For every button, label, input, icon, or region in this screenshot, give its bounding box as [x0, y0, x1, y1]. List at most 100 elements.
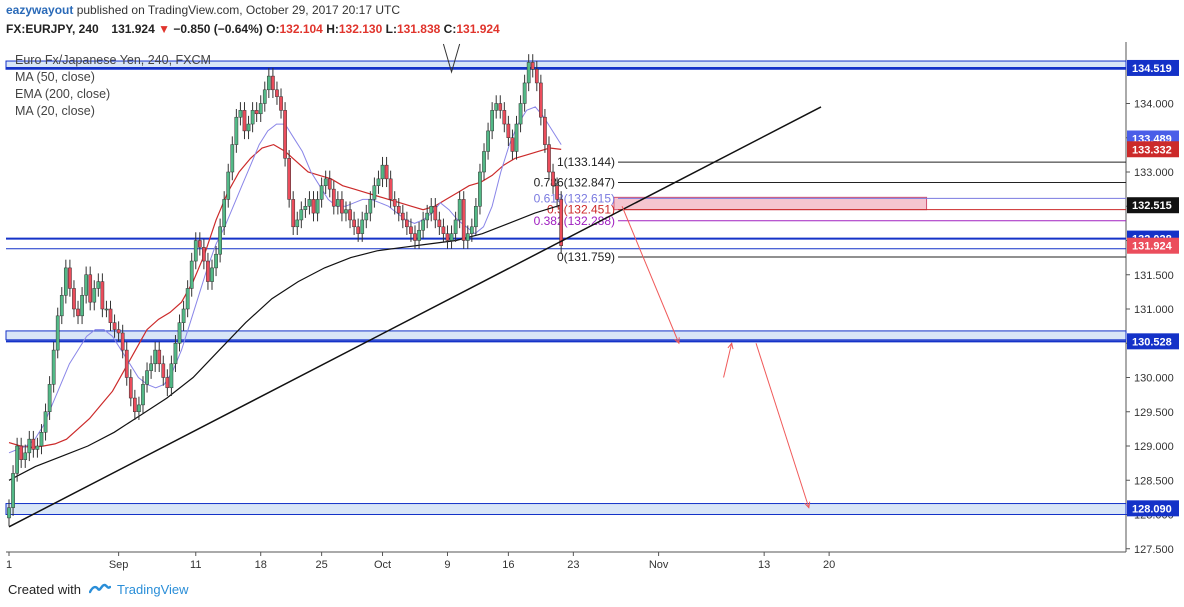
candle-body[interactable]: [137, 404, 141, 412]
candle-body[interactable]: [185, 288, 190, 310]
candle-body[interactable]: [88, 274, 93, 303]
trendline[interactable]: [8, 106, 822, 528]
candle-body[interactable]: [319, 185, 324, 200]
candle-body[interactable]: [498, 103, 503, 111]
candle-body[interactable]: [169, 363, 174, 389]
candle-body[interactable]: [124, 349, 129, 378]
candle-body[interactable]: [165, 377, 170, 389]
candle-body[interactable]: [218, 226, 222, 255]
candle-body[interactable]: [490, 110, 494, 132]
candle-body[interactable]: [133, 397, 137, 412]
candle-body[interactable]: [7, 507, 11, 519]
candle-body[interactable]: [262, 89, 267, 104]
candle-body[interactable]: [206, 260, 210, 282]
candle-body[interactable]: [149, 363, 153, 371]
candle-body[interactable]: [96, 281, 101, 289]
candle-body[interactable]: [356, 226, 361, 234]
candle-body[interactable]: [181, 308, 186, 323]
candle-body[interactable]: [275, 89, 279, 97]
projection-arrow[interactable]: [621, 206, 680, 344]
projection-arrow[interactable]: [755, 343, 810, 508]
candle-body[interactable]: [502, 110, 507, 125]
candle-body[interactable]: [72, 288, 76, 310]
candle-body[interactable]: [141, 384, 145, 406]
candle-body[interactable]: [482, 151, 486, 173]
candle-body[interactable]: [39, 432, 44, 447]
candle-body[interactable]: [348, 209, 352, 221]
candle-body[interactable]: [283, 110, 287, 159]
candle-body[interactable]: [344, 209, 348, 214]
candle-body[interactable]: [31, 438, 36, 450]
candle-body[interactable]: [453, 219, 458, 234]
candle-body[interactable]: [80, 295, 84, 317]
candle-body[interactable]: [425, 212, 430, 221]
candle-body[interactable]: [486, 130, 490, 152]
candle-body[interactable]: [59, 295, 64, 317]
tradingview-brand[interactable]: TradingView: [116, 582, 189, 597]
candle-body[interactable]: [104, 308, 109, 311]
candle-body[interactable]: [457, 199, 462, 221]
candle-body[interactable]: [35, 445, 40, 450]
candle-body[interactable]: [429, 206, 434, 214]
candle-body[interactable]: [336, 199, 340, 207]
candle-body[interactable]: [510, 137, 515, 152]
candle-body[interactable]: [271, 75, 275, 91]
candle-body[interactable]: [11, 473, 15, 508]
candle-body[interactable]: [43, 411, 48, 433]
candle-body[interactable]: [441, 226, 446, 234]
candle-body[interactable]: [238, 110, 243, 118]
candle-body[interactable]: [315, 199, 320, 214]
candle-body[interactable]: [266, 75, 271, 91]
candle-body[interactable]: [547, 144, 551, 173]
candle-body[interactable]: [526, 62, 531, 84]
candle-body[interactable]: [189, 260, 194, 289]
tradingview-logo-icon[interactable]: [88, 581, 112, 598]
candle-body[interactable]: [421, 219, 425, 231]
candle-body[interactable]: [530, 62, 535, 70]
candle-body[interactable]: [352, 219, 356, 228]
candle-body[interactable]: [405, 219, 409, 228]
candle-body[interactable]: [311, 199, 316, 214]
candle-body[interactable]: [417, 229, 421, 241]
candle-body[interactable]: [364, 212, 369, 221]
candle-body[interactable]: [522, 82, 527, 104]
candle-body[interactable]: [145, 370, 149, 385]
candle-body[interactable]: [307, 199, 312, 207]
plot-area[interactable]: [6, 42, 1126, 552]
candle-body[interactable]: [291, 199, 296, 228]
candle-body[interactable]: [230, 144, 235, 173]
candle-body[interactable]: [202, 247, 206, 262]
candle-body[interactable]: [279, 96, 283, 111]
candle-body[interactable]: [23, 452, 28, 460]
candle-body[interactable]: [128, 377, 133, 399]
author-name[interactable]: eazywayout: [6, 3, 74, 17]
candle-body[interactable]: [303, 206, 308, 210]
candle-body[interactable]: [539, 82, 543, 118]
candle-body[interactable]: [396, 206, 401, 214]
candle-body[interactable]: [494, 103, 499, 111]
candle-body[interactable]: [514, 123, 519, 152]
candle-body[interactable]: [246, 123, 251, 132]
legend-ma20[interactable]: MA (20, close): [15, 104, 95, 118]
candle-body[interactable]: [437, 219, 442, 228]
candle-body[interactable]: [15, 445, 19, 474]
candle-body[interactable]: [55, 315, 60, 351]
candle-body[interactable]: [287, 158, 291, 200]
candle-body[interactable]: [210, 267, 214, 282]
candle-body[interactable]: [331, 188, 336, 207]
candle-body[interactable]: [193, 240, 198, 262]
candle-body[interactable]: [120, 332, 125, 351]
candle-body[interactable]: [197, 240, 202, 248]
candle-body[interactable]: [51, 349, 56, 385]
candle-body[interactable]: [543, 116, 547, 145]
candle-body[interactable]: [84, 274, 88, 296]
candle-body[interactable]: [254, 110, 259, 115]
candle-body[interactable]: [299, 209, 304, 221]
candle-body[interactable]: [461, 199, 466, 241]
candle-body[interactable]: [449, 233, 454, 241]
projection-arrow[interactable]: [723, 343, 733, 378]
candle-body[interactable]: [112, 322, 117, 330]
candle-body[interactable]: [108, 308, 113, 323]
candle-body[interactable]: [258, 103, 263, 115]
